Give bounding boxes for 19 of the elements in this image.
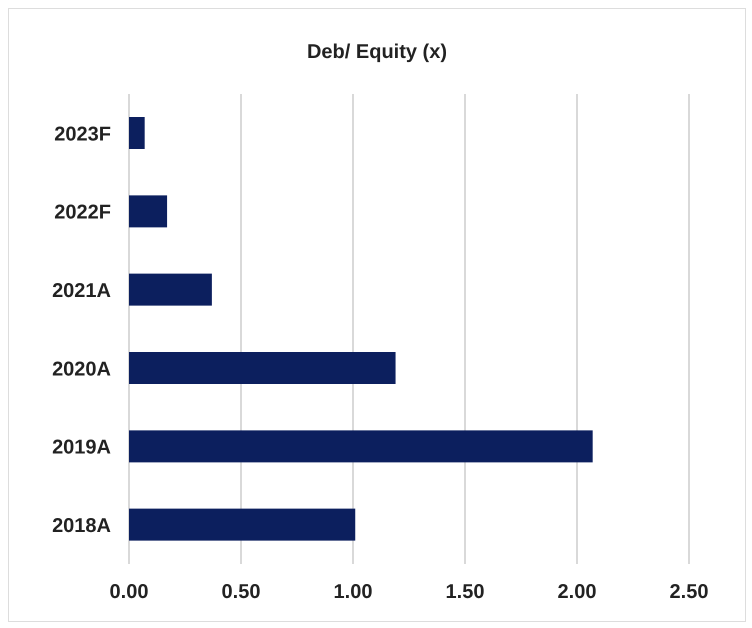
y-tick-label: 2021A	[52, 280, 111, 302]
bar	[129, 508, 356, 541]
y-tick-label: 2022F	[54, 202, 111, 224]
bar	[129, 195, 168, 228]
bar	[129, 117, 145, 149]
x-tick-label: 1.00	[334, 581, 372, 604]
y-tick-label: 2020A	[52, 358, 111, 380]
y-tick-label: 2018A	[52, 514, 111, 537]
bar	[129, 430, 593, 462]
x-tick-label: 1.50	[446, 581, 484, 604]
chart-title: Deb/ Equity (x)	[306, 41, 448, 64]
bar	[129, 352, 396, 384]
x-tick-label: 2.00	[558, 581, 596, 604]
x-tick-label: 2.50	[670, 581, 708, 604]
x-tick-label: 0.50	[222, 581, 260, 604]
bar	[129, 274, 212, 306]
y-tick-label: 2019A	[52, 436, 111, 459]
x-tick-label: 0.00	[110, 581, 148, 604]
y-tick-label: 2023F	[54, 123, 111, 146]
